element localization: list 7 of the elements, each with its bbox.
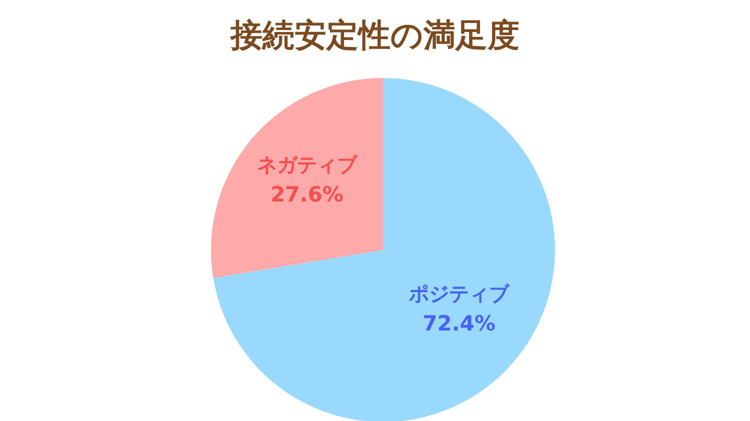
pie-slice xyxy=(213,78,555,421)
slice-label: ネガティブ xyxy=(256,152,358,176)
data-label: 72.4% xyxy=(422,312,496,336)
pie-slice xyxy=(211,78,383,278)
chart-title: 接続安定性の満足度 xyxy=(230,16,520,54)
slice-label: ポジティブ xyxy=(408,282,510,306)
data-label: 27.6% xyxy=(270,182,344,206)
